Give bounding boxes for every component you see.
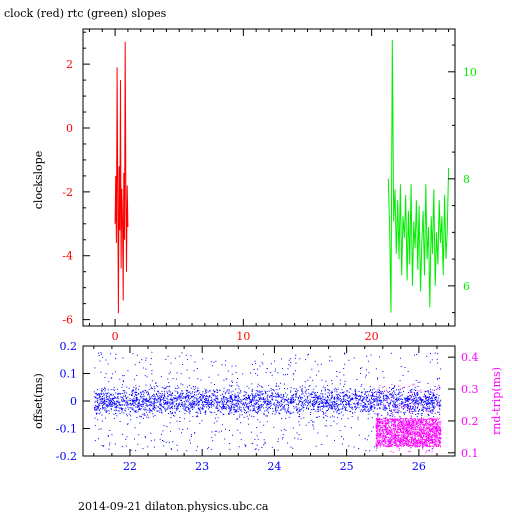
top-ylabel: clockslope: [32, 151, 45, 209]
bottom-panel: 22 23 24 25 26 0.2 0.1 0 -0.1 -0.2 0.4 0.3 0.2 0.1 of…: [32, 340, 503, 473]
bottom-y-right-tick-label: 0.4: [461, 351, 479, 364]
bottom-x-tick-label: 22: [123, 460, 137, 473]
footer-label: 2014-09-21 dilaton.physics.ubc.ca: [78, 500, 269, 512]
top-frame: [82, 28, 456, 327]
bottom-y-right-tick-label: 0.1: [461, 447, 479, 460]
top-y-right-tick-label: 6: [463, 280, 470, 293]
bottom-x-tick-label: 24: [267, 460, 281, 473]
top-y-right-tick-label: 10: [463, 66, 477, 79]
bottom-ylabel-right: rnd-trip(ms): [490, 367, 503, 435]
clock-slope-line: [114, 41, 129, 314]
bottom-y-right-tick-label: 0.2: [461, 415, 479, 428]
bottom-x-tick-label: 23: [195, 460, 209, 473]
top-x-tick-label: 20: [365, 330, 379, 343]
rtc-slope-line: [387, 39, 450, 313]
bottom-ticks: 22 23 24 25 26 0.2 0.1 0 -0.1 -0.2 0.4 0.3 0.2 0.1: [56, 340, 479, 473]
bottom-y-left-tick-label: 0.2: [60, 340, 78, 353]
bottom-y-left-tick-label: -0.1: [56, 423, 77, 436]
top-y-left-tick-label: -6: [62, 314, 73, 327]
bottom-y-left-tick-label: -0.2: [56, 450, 77, 463]
offset-points: [93, 351, 442, 452]
bottom-x-tick-label: 25: [340, 460, 354, 473]
bottom-y-left-tick-label: 0.1: [60, 368, 78, 381]
top-x-tick-label: 0: [112, 330, 119, 343]
chart-title: clock (red) rtc (green) slopes: [4, 7, 167, 20]
top-y-left-tick-label: -4: [62, 250, 73, 263]
top-y-left-tick-label: 2: [66, 58, 73, 71]
top-y-left-tick-label: -2: [62, 186, 73, 199]
bottom-marks: [93, 351, 442, 453]
top-marks: [114, 39, 450, 314]
bottom-y-left-tick-label: 0: [70, 395, 77, 408]
top-y-left-tick-label: 0: [66, 122, 73, 135]
bottom-ylabel-left: offset(ms): [32, 373, 45, 429]
bottom-x-tick-label: 26: [412, 460, 426, 473]
round-trip-points: [375, 383, 442, 453]
bottom-y-right-tick-label: 0.3: [461, 383, 479, 396]
top-y-right-tick-label: 8: [463, 173, 470, 186]
top-x-tick-label: 10: [236, 330, 250, 343]
